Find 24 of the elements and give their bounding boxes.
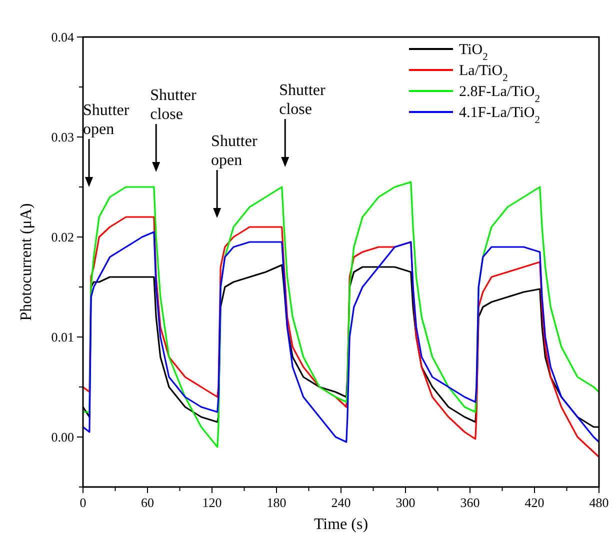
annotation: Shutter open: [211, 133, 258, 169]
x-tick-label: 180: [266, 495, 286, 510]
annotation: Shutter open: [83, 102, 130, 138]
x-tick-label: 300: [396, 495, 416, 510]
legend-label: TiO$_{2}$: [459, 42, 488, 62]
y-axis-title: Photocurrent (μA): [18, 203, 35, 321]
annotation: Shutter close: [279, 82, 326, 118]
legend-label: La/TiO$_{2}$: [459, 63, 508, 84]
y-tick-label: 0.02: [51, 230, 74, 244]
x-tick-label: 240: [331, 495, 351, 510]
x-tick-label: 0: [80, 495, 86, 510]
y-tick-label: 0.00: [51, 430, 74, 444]
x-tick-label: 480: [589, 495, 609, 510]
x-tick-label: 360: [460, 495, 480, 510]
annotation: Shutter close: [150, 87, 197, 123]
x-tick-label: 120: [202, 495, 222, 510]
legend-label: 4.1F-La/TiO$_{2}$: [459, 105, 540, 126]
x-axis-title: Time (s): [314, 516, 368, 533]
x-tick-label: 60: [141, 495, 154, 510]
y-tick-label: 0.03: [51, 130, 74, 144]
x-tick-label: 420: [524, 495, 544, 510]
y-tick-label: 0.01: [51, 330, 74, 344]
y-tick-label: 0.04: [51, 30, 74, 44]
legend-label: 2.8F-La/TiO$_{2}$: [459, 84, 540, 104]
